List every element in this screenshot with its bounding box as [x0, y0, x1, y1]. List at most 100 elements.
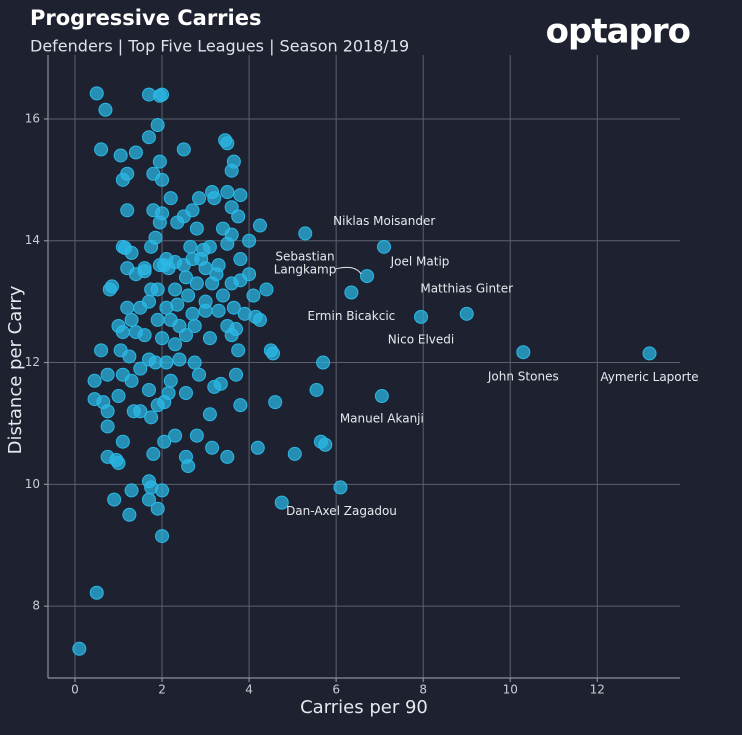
- annotation: Manuel Akanji: [340, 412, 424, 426]
- point: [124, 245, 139, 260]
- point: [152, 88, 167, 103]
- point: [163, 191, 178, 206]
- point: [178, 270, 193, 285]
- point: [137, 328, 152, 343]
- x-axis-label: Carries per 90: [300, 697, 428, 718]
- point: [141, 294, 156, 309]
- point: [202, 331, 217, 346]
- point: [94, 142, 109, 157]
- point: [360, 269, 375, 284]
- annotation: Matthias Ginter: [420, 281, 513, 295]
- point: [252, 218, 267, 233]
- annotation: Niklas Moisander: [333, 214, 435, 228]
- annotation: Dan-Axel Zagadou: [286, 504, 397, 518]
- point: [231, 209, 246, 224]
- point: [150, 501, 165, 516]
- point: [218, 133, 233, 148]
- point: [229, 367, 244, 382]
- point: [374, 389, 389, 404]
- annotation: Sebastian: [275, 250, 334, 264]
- annotation: Joel Matip: [390, 254, 450, 268]
- point: [111, 389, 126, 404]
- x-tick-label: 2: [158, 683, 166, 697]
- point: [89, 585, 104, 600]
- point: [344, 285, 359, 300]
- point: [189, 276, 204, 291]
- point: [137, 264, 152, 279]
- point: [172, 352, 187, 367]
- annotation: Ermin Bicakcic: [308, 309, 396, 323]
- x-tick-label: 8: [419, 683, 427, 697]
- point: [252, 312, 267, 327]
- point: [298, 226, 313, 241]
- x-tick-label: 6: [332, 683, 340, 697]
- point: [287, 446, 302, 461]
- x-tick-label: 0: [71, 683, 79, 697]
- point: [133, 404, 148, 419]
- point: [133, 361, 148, 376]
- point: [141, 130, 156, 145]
- point: [205, 440, 220, 455]
- point: [155, 172, 170, 187]
- point: [168, 282, 183, 297]
- point: [89, 86, 104, 101]
- y-tick-label: 10: [25, 477, 40, 491]
- point: [155, 529, 170, 544]
- y-tick-label: 16: [25, 111, 40, 125]
- point: [250, 440, 265, 455]
- y-tick-label: 12: [25, 355, 40, 369]
- point: [220, 449, 235, 464]
- annotation: Nico Elvedi: [388, 332, 454, 346]
- point: [192, 191, 207, 206]
- point: [414, 309, 429, 324]
- point: [141, 382, 156, 397]
- point: [198, 261, 213, 276]
- point: [115, 434, 130, 449]
- point: [72, 641, 87, 656]
- point: [120, 300, 135, 315]
- point: [107, 492, 122, 507]
- point: [152, 154, 167, 169]
- point: [259, 282, 274, 297]
- point: [207, 191, 222, 206]
- point: [237, 306, 252, 321]
- y-axis-label: Distance per Carry: [5, 285, 26, 454]
- point: [642, 346, 657, 361]
- x-tick-label: 12: [590, 683, 605, 697]
- point: [161, 261, 176, 276]
- point: [155, 483, 170, 498]
- y-tick-label: 14: [25, 233, 40, 247]
- point: [128, 145, 143, 160]
- point: [87, 373, 102, 388]
- point: [168, 337, 183, 352]
- point: [233, 188, 248, 203]
- point: [185, 306, 200, 321]
- chart-subtitle: Defenders | Top Five Leagues | Season 20…: [30, 37, 409, 56]
- point: [150, 312, 165, 327]
- annotation-arrow: [334, 266, 362, 275]
- annotation: Langkamp: [274, 263, 337, 277]
- point: [183, 239, 198, 254]
- point: [266, 346, 281, 361]
- point: [120, 203, 135, 218]
- x-tick-label: 10: [503, 683, 518, 697]
- point: [181, 288, 196, 303]
- point: [274, 495, 289, 510]
- point: [459, 306, 474, 321]
- point: [211, 303, 226, 318]
- point: [124, 373, 139, 388]
- annotation: John Stones: [487, 370, 559, 384]
- point: [159, 355, 174, 370]
- point: [124, 312, 139, 327]
- point: [377, 239, 392, 254]
- point: [168, 428, 183, 443]
- point: [233, 273, 248, 288]
- point: [187, 319, 202, 334]
- point: [176, 142, 191, 157]
- x-tick-label: 4: [245, 683, 253, 697]
- point: [170, 215, 185, 230]
- point: [150, 282, 165, 297]
- point: [122, 349, 137, 364]
- point: [104, 279, 119, 294]
